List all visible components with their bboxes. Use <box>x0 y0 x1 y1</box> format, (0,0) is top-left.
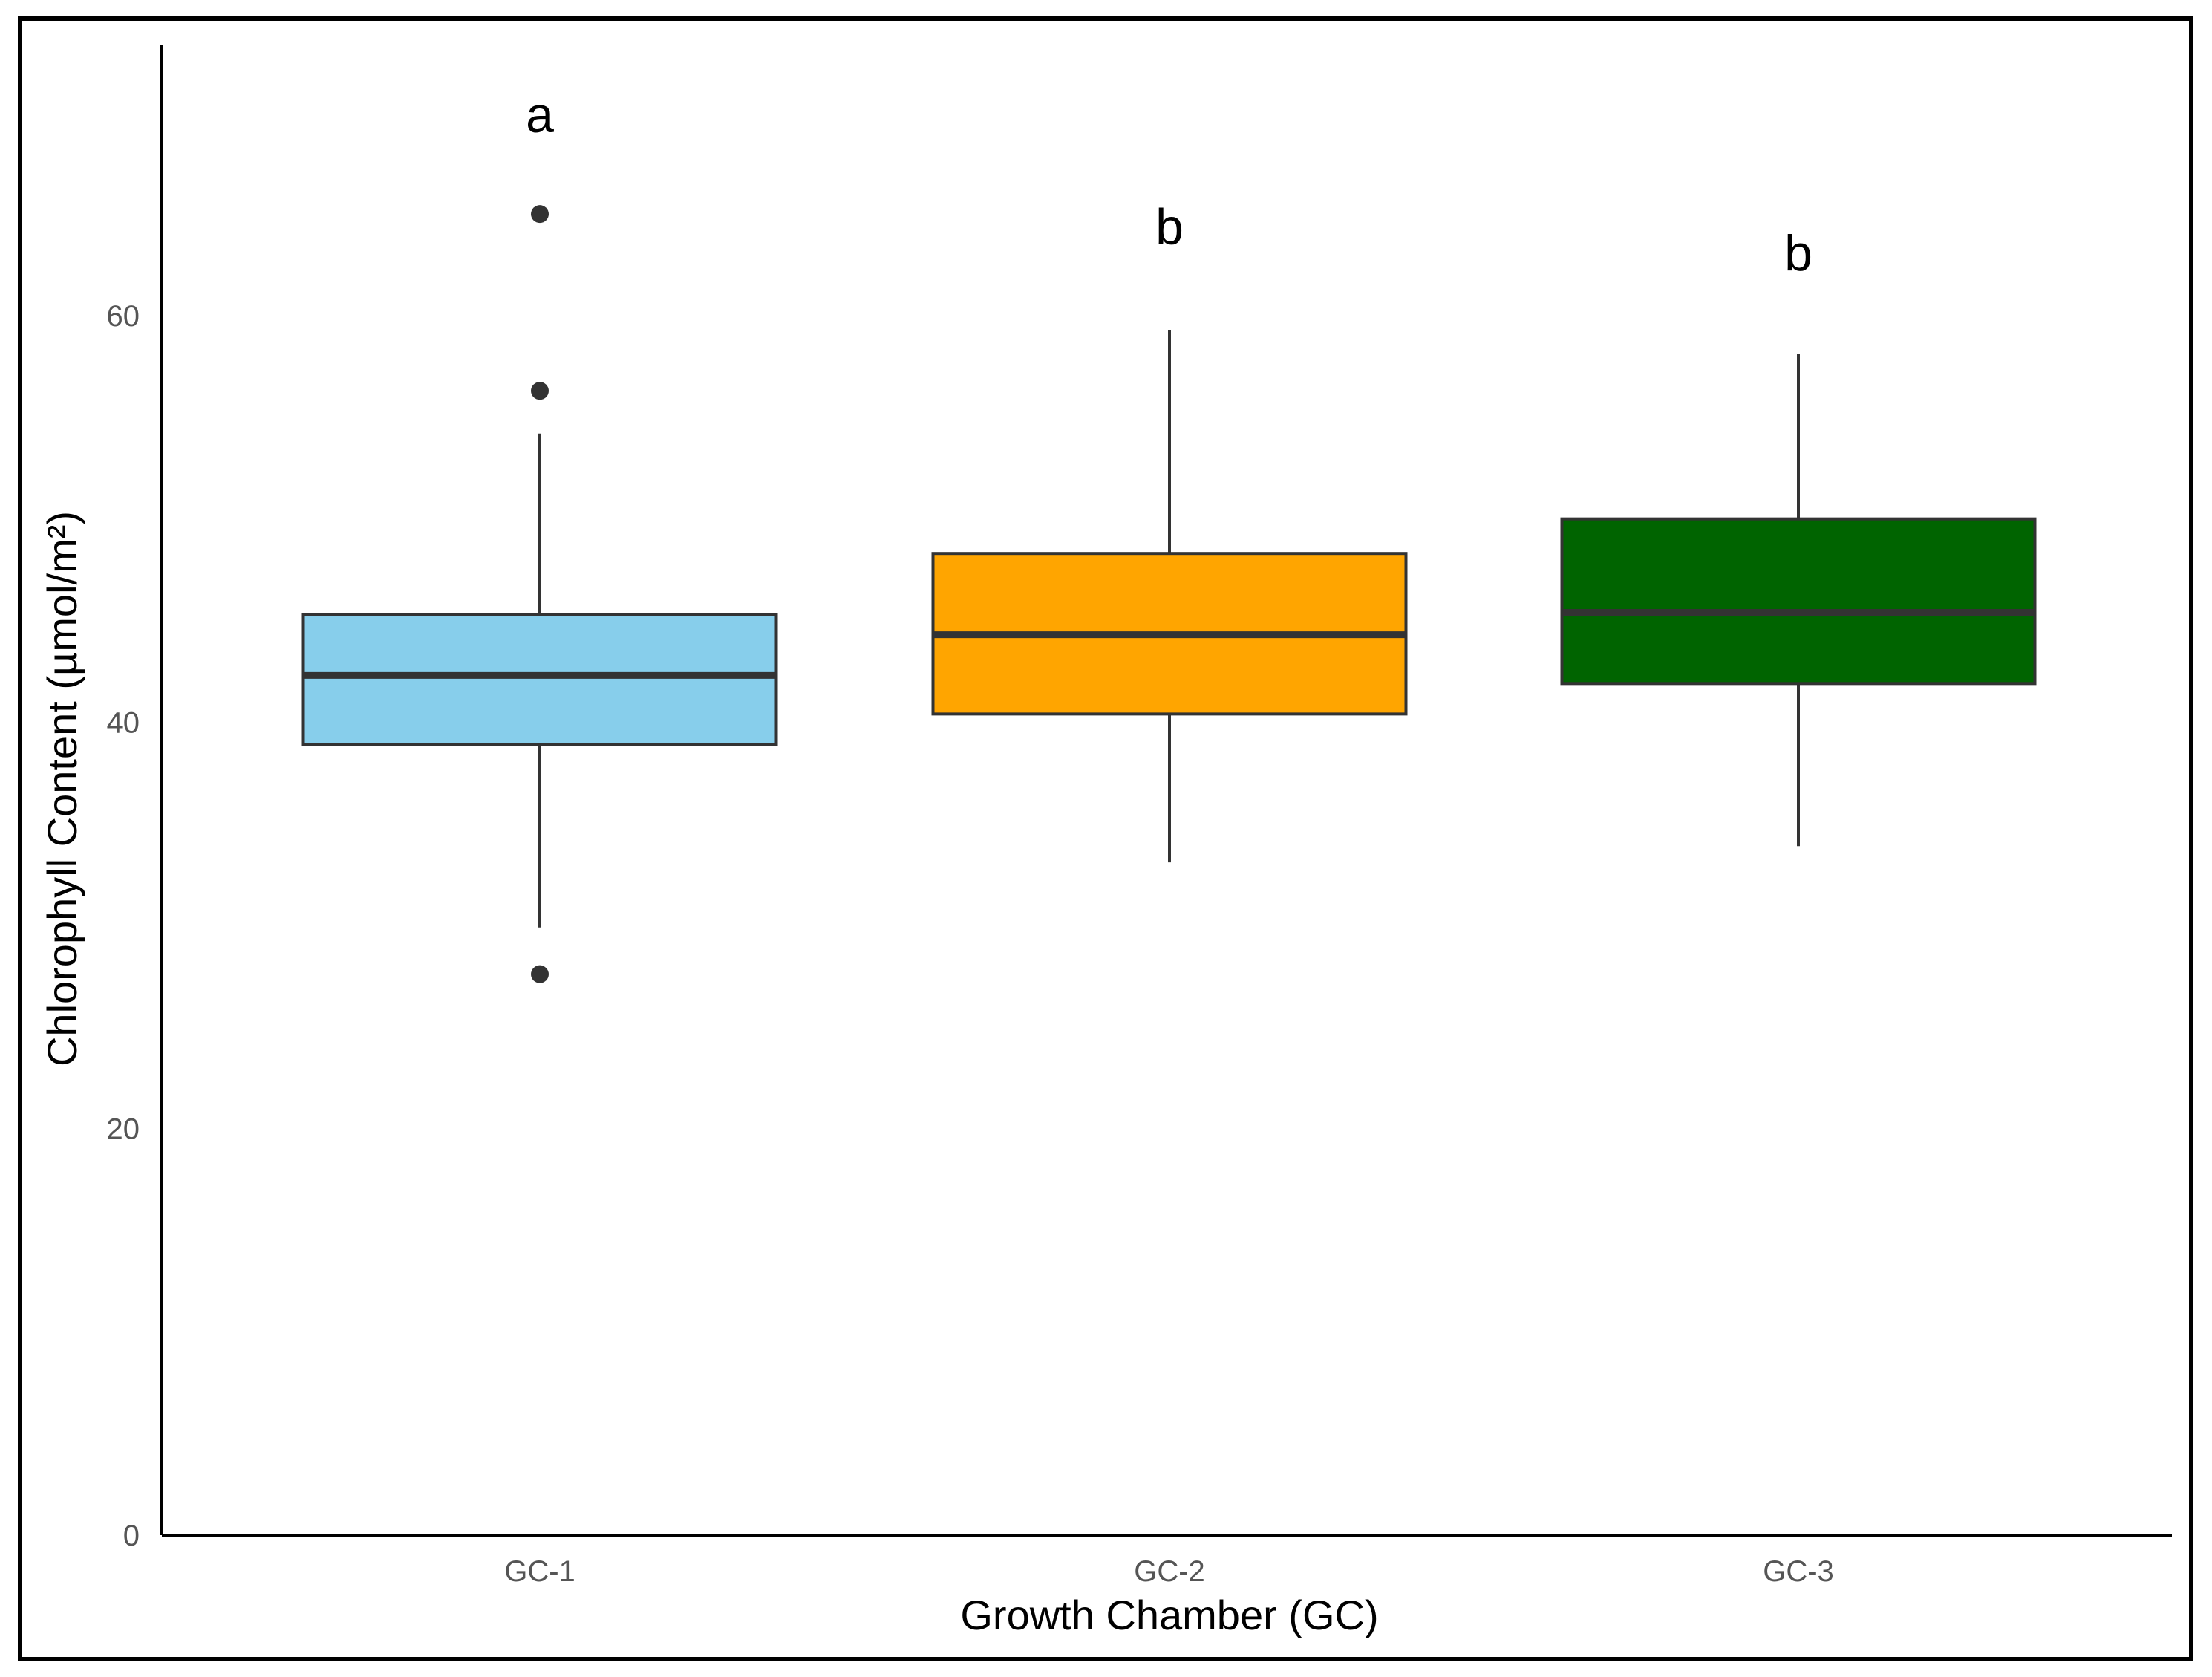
plot-area: 0 20 40 60 GC-1 GC-2 GC-3 a b b <box>107 45 2172 1588</box>
x-axis-title: Growth Chamber (GC) <box>960 1592 1378 1638</box>
x-tick-label: GC-2 <box>1134 1555 1205 1588</box>
x-tick-label: GC-1 <box>504 1555 575 1588</box>
y-tick-label: 60 <box>107 300 140 333</box>
y-tick-label: 0 <box>123 1520 140 1552</box>
x-tick-label: GC-3 <box>1763 1555 1834 1588</box>
outlier-point <box>531 965 549 983</box>
outlier-point <box>531 382 549 400</box>
y-tick-label: 20 <box>107 1113 140 1146</box>
significance-letter: b <box>1155 199 1184 255</box>
significance-letter: a <box>526 87 554 143</box>
outlier-point <box>531 205 549 224</box>
box-body <box>301 613 778 746</box>
box-body <box>1560 517 2037 686</box>
figure-frame <box>18 16 2193 1661</box>
significance-letter: b <box>1784 225 1813 281</box>
y-tick-label: 40 <box>107 706 140 739</box>
y-axis-title: Chlorophyll Content (µmol/m²) <box>39 511 85 1067</box>
